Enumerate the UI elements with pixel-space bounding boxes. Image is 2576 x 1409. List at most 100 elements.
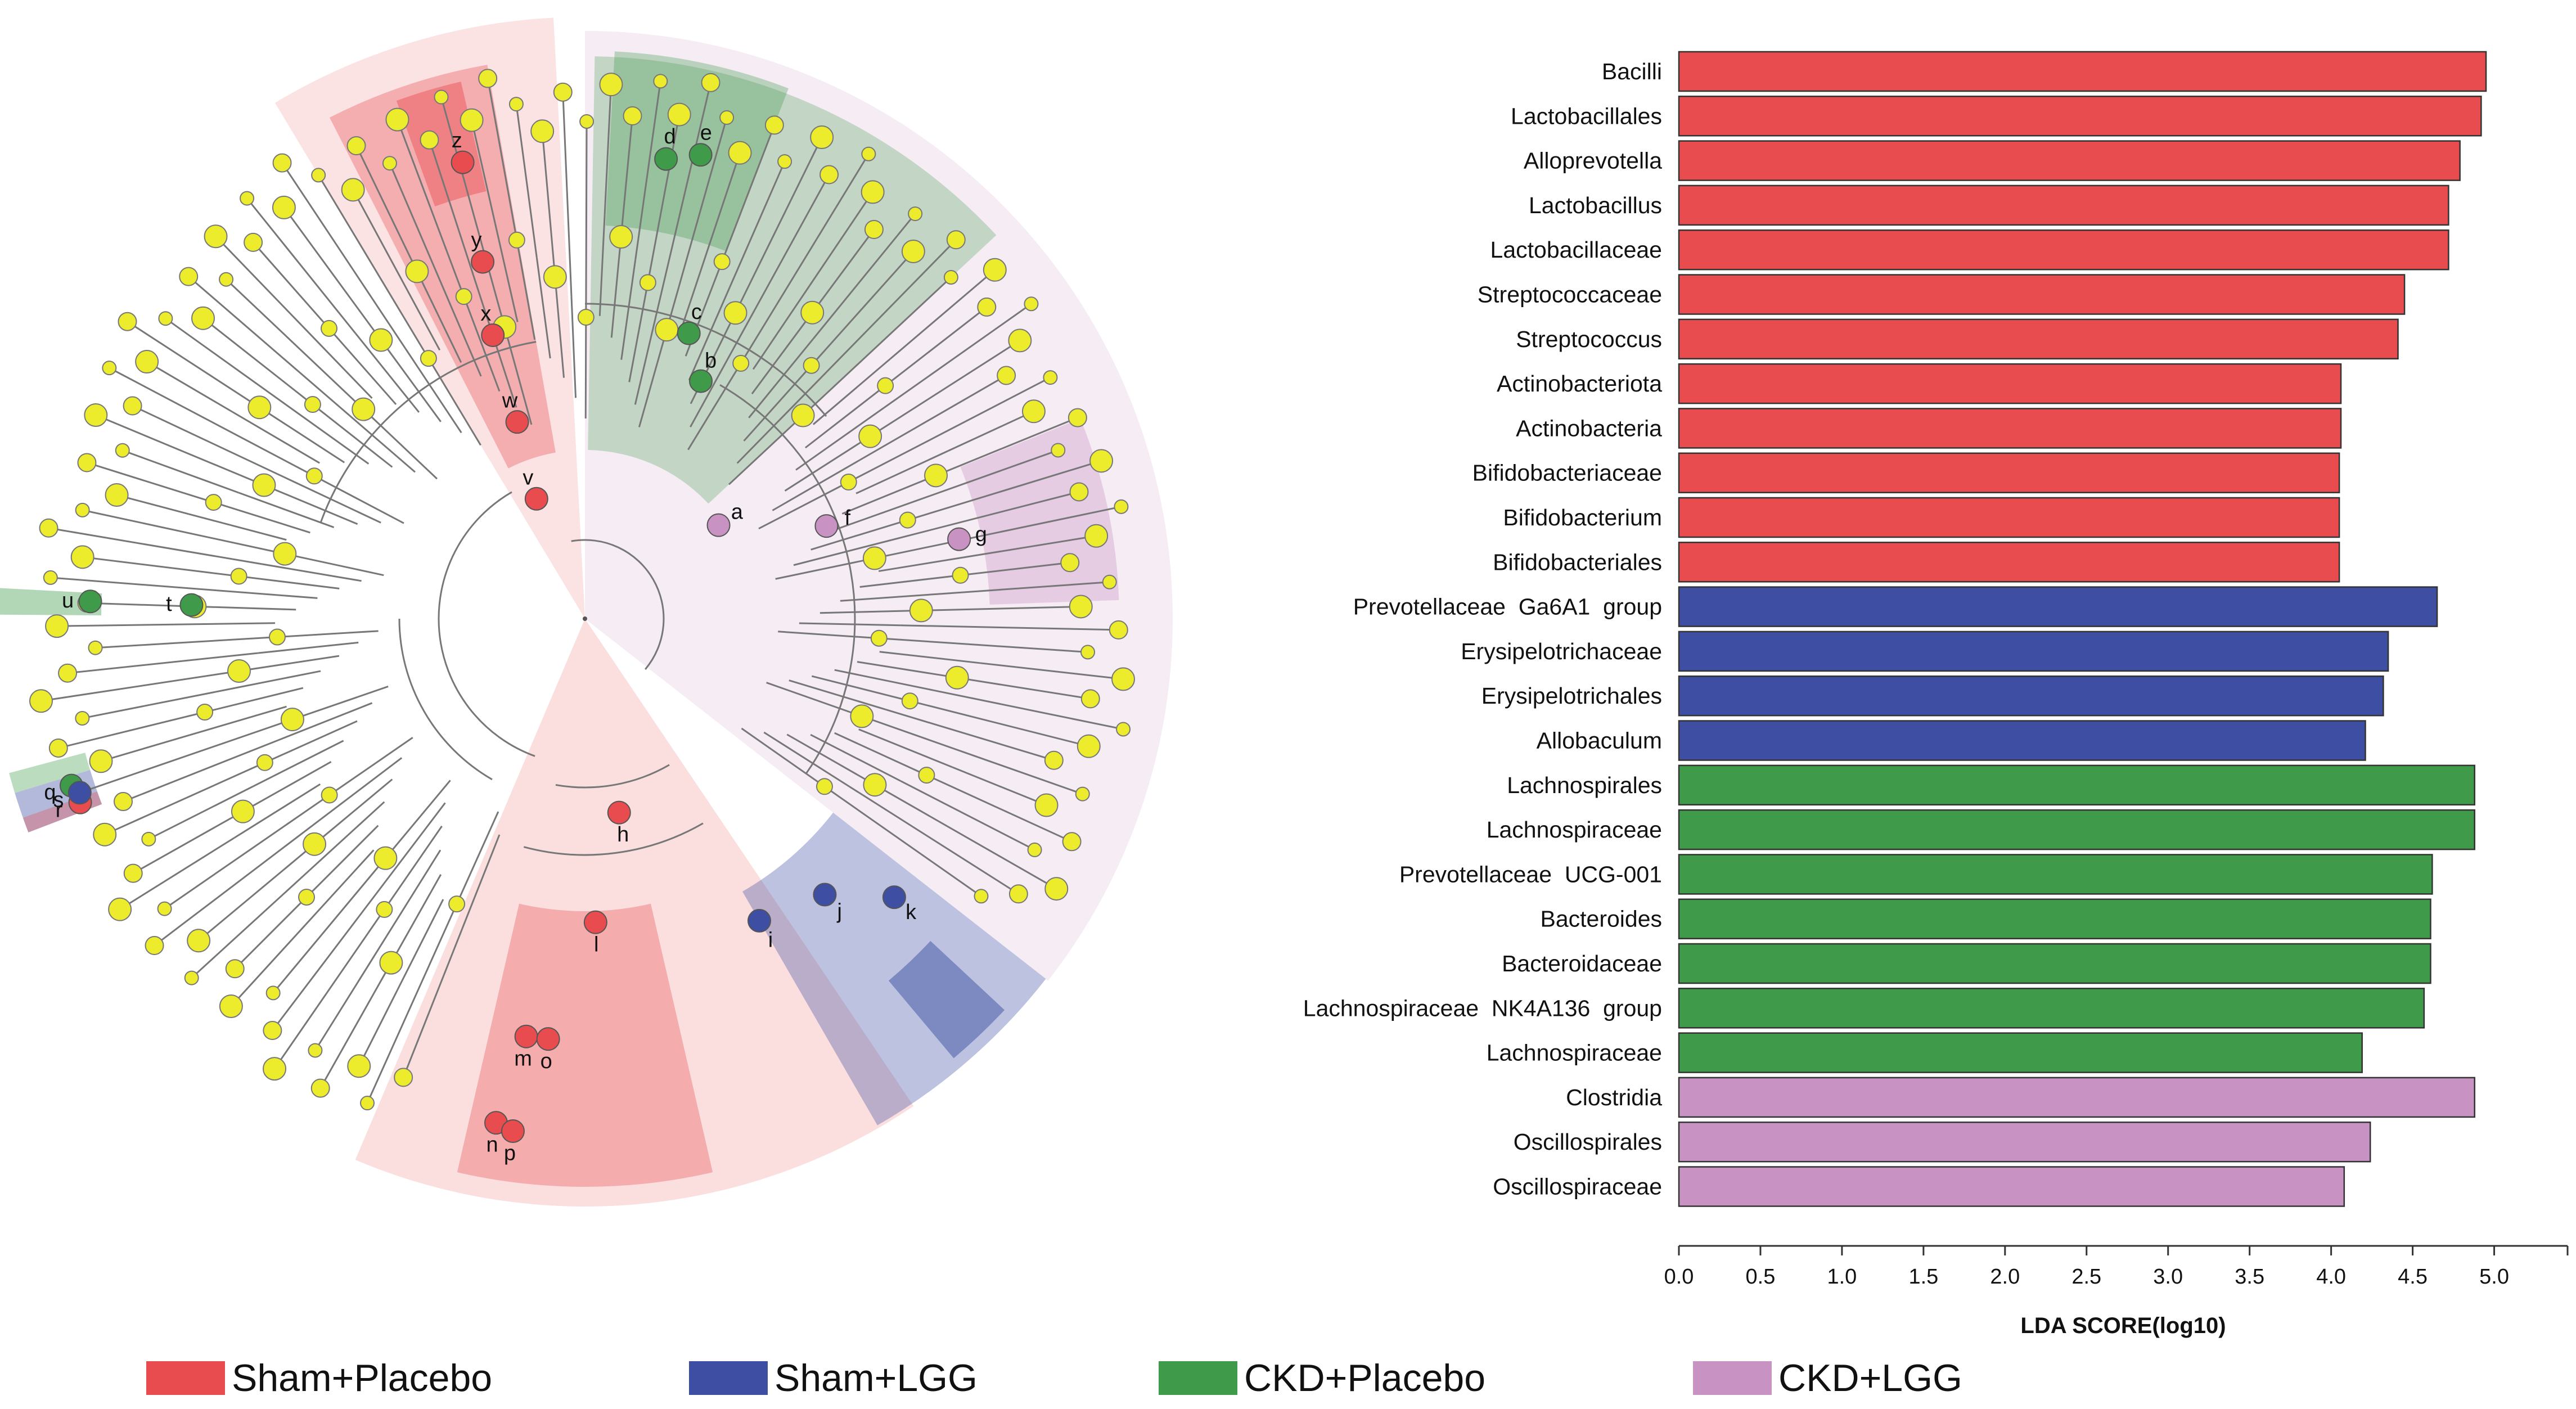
taxon-node xyxy=(105,483,129,507)
branch xyxy=(859,375,1007,461)
taxon-node xyxy=(800,300,825,325)
node-label-x: x xyxy=(480,302,491,326)
node-label-w: w xyxy=(502,389,518,412)
x-tick-label: 0.0 xyxy=(1664,1265,1694,1289)
taxon-node xyxy=(803,357,820,374)
node-label-a: a xyxy=(731,501,744,524)
taxon-node xyxy=(230,568,247,585)
branch xyxy=(463,296,501,392)
branch xyxy=(740,153,870,364)
branch xyxy=(283,207,382,341)
branch xyxy=(900,624,1119,631)
x-tick-label: 5.0 xyxy=(2479,1265,2509,1289)
x-tick-label: 3.5 xyxy=(2235,1265,2264,1289)
legend-swatch-ckd-placebo xyxy=(1159,1361,1237,1395)
bar xyxy=(1678,140,2461,181)
root-node xyxy=(583,616,587,621)
taxon-node xyxy=(205,494,222,511)
branch xyxy=(874,506,1122,559)
taxon-node xyxy=(530,119,555,143)
taxon-node xyxy=(382,156,397,171)
branch xyxy=(729,161,786,288)
bar xyxy=(1678,854,2433,895)
branch xyxy=(980,662,1124,680)
taxon-node xyxy=(145,936,164,956)
taxon-node xyxy=(579,114,595,129)
branch xyxy=(383,802,446,884)
taxon-node xyxy=(115,443,130,458)
branch-arc xyxy=(571,539,665,670)
taxon-node xyxy=(280,708,304,732)
branch xyxy=(494,223,519,322)
bar xyxy=(1678,51,2487,92)
branch xyxy=(264,720,358,764)
taxon-node xyxy=(75,502,90,517)
branch xyxy=(735,137,823,313)
clade-shade-ckd-placebo xyxy=(0,588,102,615)
bar-label: Bacteroidaceae xyxy=(1502,951,1662,976)
taxon-node xyxy=(58,663,78,683)
branch xyxy=(328,327,397,405)
branch xyxy=(738,174,830,339)
bar xyxy=(1678,720,2366,761)
taxon-node xyxy=(858,424,882,448)
node-label-g: g xyxy=(975,523,987,546)
node-label-d: d xyxy=(664,125,676,148)
branch xyxy=(101,734,190,762)
taxon-node xyxy=(88,640,103,655)
legend-item-ckd-lgg: CKD+LGG xyxy=(1693,1353,1962,1403)
taxon-node xyxy=(196,704,214,721)
taxon-node xyxy=(719,110,735,125)
branch xyxy=(314,935,388,1051)
branch xyxy=(807,239,957,391)
taxon-node xyxy=(179,267,199,286)
branch xyxy=(926,774,1073,843)
branch xyxy=(312,403,393,468)
branch xyxy=(810,250,915,366)
branch xyxy=(804,385,886,449)
branch xyxy=(766,682,862,717)
bar xyxy=(1678,184,2449,226)
branch xyxy=(317,174,430,359)
branch xyxy=(320,757,403,820)
taxon-node xyxy=(816,778,833,795)
taxon-node xyxy=(1116,722,1131,737)
clade-shade-ckd-placebo xyxy=(9,753,91,793)
taxon-node xyxy=(455,288,472,305)
node-label-k: k xyxy=(906,901,917,924)
taxon-node xyxy=(123,863,143,883)
taxon-node xyxy=(77,453,97,472)
branch xyxy=(751,312,813,395)
branch xyxy=(328,737,413,796)
taxon-node xyxy=(360,1096,375,1111)
branch xyxy=(440,97,506,327)
branch xyxy=(834,732,927,776)
branch xyxy=(819,609,921,614)
taxon-node xyxy=(764,115,784,135)
node-h xyxy=(607,800,631,825)
taxon-node xyxy=(508,97,524,112)
branch xyxy=(82,509,285,555)
branch xyxy=(784,435,871,492)
taxon-node xyxy=(810,125,834,150)
branch xyxy=(272,883,385,1031)
node-l xyxy=(583,910,607,934)
branch xyxy=(273,909,385,1069)
branch xyxy=(309,801,385,871)
x-tick-label: 2.5 xyxy=(2071,1265,2101,1289)
x-tick-label: 4.0 xyxy=(2316,1265,2346,1289)
node-x xyxy=(481,323,505,347)
branch xyxy=(277,630,379,638)
bar xyxy=(1678,764,2476,806)
branch xyxy=(541,131,556,277)
branch xyxy=(610,236,622,338)
taxon-node xyxy=(997,366,1016,385)
branch xyxy=(198,843,316,942)
taxon-node xyxy=(379,951,403,975)
taxon-node xyxy=(321,319,338,337)
bar xyxy=(1678,1166,2345,1207)
taxon-node xyxy=(108,897,132,921)
branch xyxy=(879,651,980,664)
branch xyxy=(634,305,659,405)
bar xyxy=(1678,675,2384,717)
